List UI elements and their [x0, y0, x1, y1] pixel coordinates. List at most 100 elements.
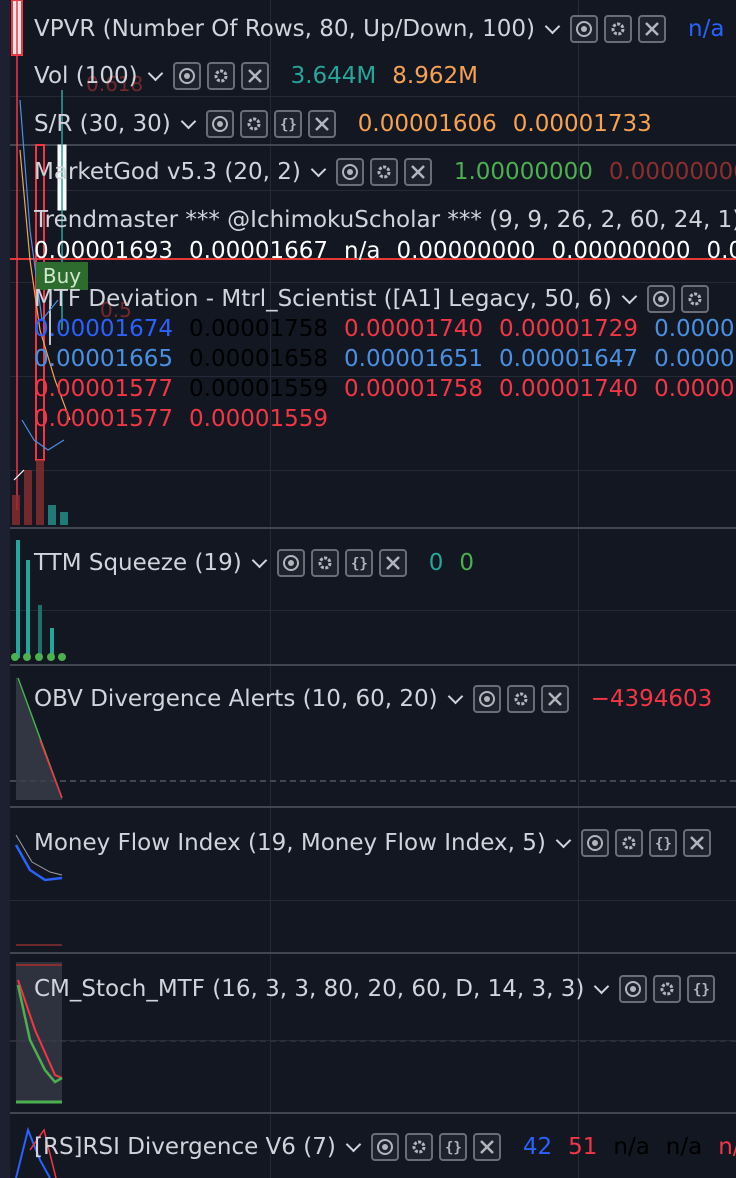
indicator-title[interactable]: S/R (30, 30)	[34, 111, 171, 137]
mtf-value: 0.00001740	[499, 376, 639, 402]
close-icon	[688, 834, 706, 852]
indicator-value: 0.00001606	[357, 111, 497, 137]
chevron-down-icon[interactable]	[345, 1136, 362, 1152]
gear-button[interactable]	[653, 975, 682, 1003]
gear-icon	[410, 1138, 428, 1156]
eye-icon	[211, 115, 229, 133]
chevron-down-icon[interactable]	[251, 552, 267, 568]
chevron-down-icon[interactable]	[594, 978, 610, 994]
eye-button[interactable]	[370, 1133, 399, 1161]
gear-button[interactable]	[680, 285, 709, 313]
chevron-down-icon[interactable]	[544, 18, 561, 34]
gear-icon	[658, 980, 676, 998]
pane-separator[interactable]	[10, 806, 736, 808]
indicator-title[interactable]: Money Flow Index (19, Money Flow Index, …	[34, 830, 546, 856]
gear-button[interactable]	[506, 685, 535, 713]
gear-icon	[245, 115, 263, 133]
chevron-down-icon[interactable]	[555, 832, 572, 848]
close-button[interactable]	[540, 685, 569, 713]
eye-icon	[586, 834, 604, 852]
eye-button[interactable]	[580, 829, 609, 857]
braces-icon: {}	[654, 834, 672, 852]
eye-button[interactable]	[472, 685, 501, 713]
close-icon	[409, 163, 427, 181]
gear-button[interactable]	[404, 1133, 433, 1161]
indicator-legend-sr: S/R (30, 30) {} 0.00001606 0.00001733	[34, 109, 652, 139]
eye-icon	[652, 290, 670, 308]
pane-separator[interactable]	[10, 664, 736, 666]
svg-text:{}: {}	[445, 1140, 462, 1156]
braces-icon: {}	[444, 1138, 462, 1156]
close-button[interactable]	[682, 829, 711, 857]
indicator-title[interactable]: MTF Deviation - Mtrl_Scientist ([A1] Leg…	[34, 286, 612, 312]
indicator-title[interactable]: Trendmaster *** @IchimokuScholar *** (9,…	[34, 207, 736, 233]
close-icon	[246, 67, 264, 85]
indicator-title[interactable]: VPVR (Number Of Rows, 80, Up/Down, 100)	[34, 16, 535, 42]
mtf-value: 0.0000164	[654, 346, 736, 372]
eye-button[interactable]	[276, 549, 305, 577]
close-icon	[478, 1138, 496, 1156]
grid-line	[10, 190, 736, 191]
eye-button[interactable]	[172, 62, 201, 90]
eye-button[interactable]	[646, 285, 675, 313]
trendmaster-value: 0.00000000	[551, 238, 691, 264]
indicator-title[interactable]: TTM Squeeze (19)	[34, 550, 242, 576]
gear-button[interactable]	[310, 549, 339, 577]
close-button[interactable]	[240, 62, 269, 90]
chevron-down-icon[interactable]	[621, 288, 638, 304]
eye-button[interactable]	[205, 110, 234, 138]
braces-button[interactable]: {}	[344, 549, 373, 577]
eye-icon	[478, 690, 496, 708]
mtf-value: 0.00001674	[34, 316, 174, 342]
pane-separator[interactable]	[10, 1112, 736, 1114]
chevron-down-icon[interactable]	[147, 65, 163, 81]
gear-icon	[620, 834, 638, 852]
mtf-value: 0.00001559	[189, 406, 329, 432]
grid-line	[10, 376, 736, 377]
eye-icon	[178, 67, 196, 85]
gear-button[interactable]	[614, 829, 643, 857]
indicator-value: n/a	[613, 1134, 650, 1160]
pane-separator[interactable]	[10, 144, 736, 146]
gear-button[interactable]	[206, 62, 235, 90]
close-icon	[546, 690, 564, 708]
grid-line	[10, 282, 736, 283]
svg-text:{}: {}	[351, 556, 368, 572]
indicator-title[interactable]: Vol (100)	[34, 63, 138, 89]
close-button[interactable]	[472, 1133, 501, 1161]
chevron-down-icon[interactable]	[310, 161, 327, 177]
braces-button[interactable]: {}	[648, 829, 677, 857]
trendmaster-value: 0.00001667	[189, 238, 329, 264]
gear-button[interactable]	[369, 158, 398, 186]
eye-button[interactable]	[619, 975, 648, 1003]
indicator-title[interactable]: MarketGod v5.3 (20, 2)	[34, 159, 301, 185]
close-button[interactable]	[403, 158, 432, 186]
braces-button[interactable]: {}	[438, 1133, 467, 1161]
indicator-value: −4394603	[590, 686, 713, 712]
close-button[interactable]	[307, 110, 336, 138]
indicator-title[interactable]: CM_Stoch_MTF (16, 3, 3, 80, 20, 60, D, 1…	[34, 976, 585, 1002]
close-button[interactable]	[638, 15, 666, 43]
pane-separator[interactable]	[10, 527, 736, 529]
indicator-value: 42	[522, 1134, 553, 1160]
close-icon	[384, 554, 402, 572]
eye-button[interactable]	[570, 15, 598, 43]
braces-button[interactable]: {}	[273, 110, 302, 138]
chevron-down-icon[interactable]	[180, 113, 197, 129]
fib-label-05: 0.5	[100, 298, 132, 322]
gear-button[interactable]	[604, 15, 632, 43]
gear-icon	[212, 67, 230, 85]
pane-separator[interactable]	[10, 952, 736, 954]
mtf-value-row: 0.00001577 0.00001559	[34, 404, 344, 434]
grid-line	[270, 0, 271, 1178]
close-button[interactable]	[378, 549, 407, 577]
gear-button[interactable]	[239, 110, 268, 138]
chevron-down-icon[interactable]	[447, 688, 463, 704]
indicator-title[interactable]: [RS]RSI Divergence V6 (7)	[34, 1134, 336, 1160]
trendmaster-value: 0.00000000	[396, 238, 536, 264]
indicator-title[interactable]: OBV Divergence Alerts (10, 60, 20)	[34, 686, 438, 712]
indicator-value: 3.644M	[290, 63, 377, 89]
braces-button[interactable]: {}	[687, 975, 716, 1003]
eye-button[interactable]	[335, 158, 364, 186]
